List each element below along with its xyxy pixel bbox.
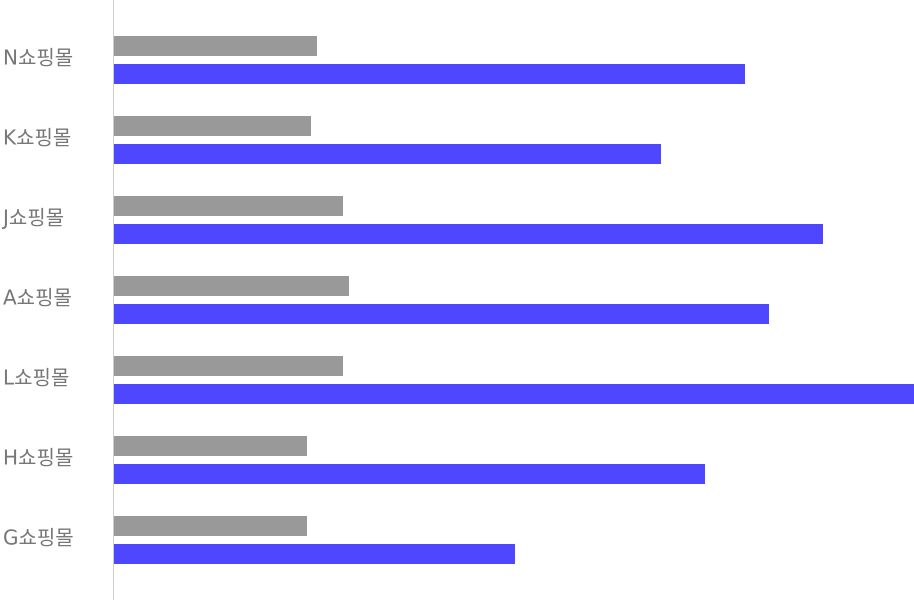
category-label: H쇼핑몰 <box>3 446 73 470</box>
bar <box>114 224 823 244</box>
bar <box>114 304 769 324</box>
bar <box>114 464 705 484</box>
bar <box>114 544 515 564</box>
bar <box>114 64 745 84</box>
bar <box>114 436 307 456</box>
bar <box>114 516 307 536</box>
bar <box>114 196 343 216</box>
category-label: J쇼핑몰 <box>1 206 64 230</box>
bar <box>114 276 349 296</box>
bar <box>114 356 343 376</box>
bar <box>114 144 661 164</box>
bar <box>114 36 317 56</box>
category-label: G쇼핑몰 <box>3 526 74 550</box>
category-label: N쇼핑몰 <box>3 46 73 70</box>
bar <box>114 384 914 404</box>
category-label: K쇼핑몰 <box>3 126 71 150</box>
category-label: L쇼핑몰 <box>3 366 69 390</box>
category-label: A쇼핑몰 <box>3 286 72 310</box>
bar <box>114 116 311 136</box>
